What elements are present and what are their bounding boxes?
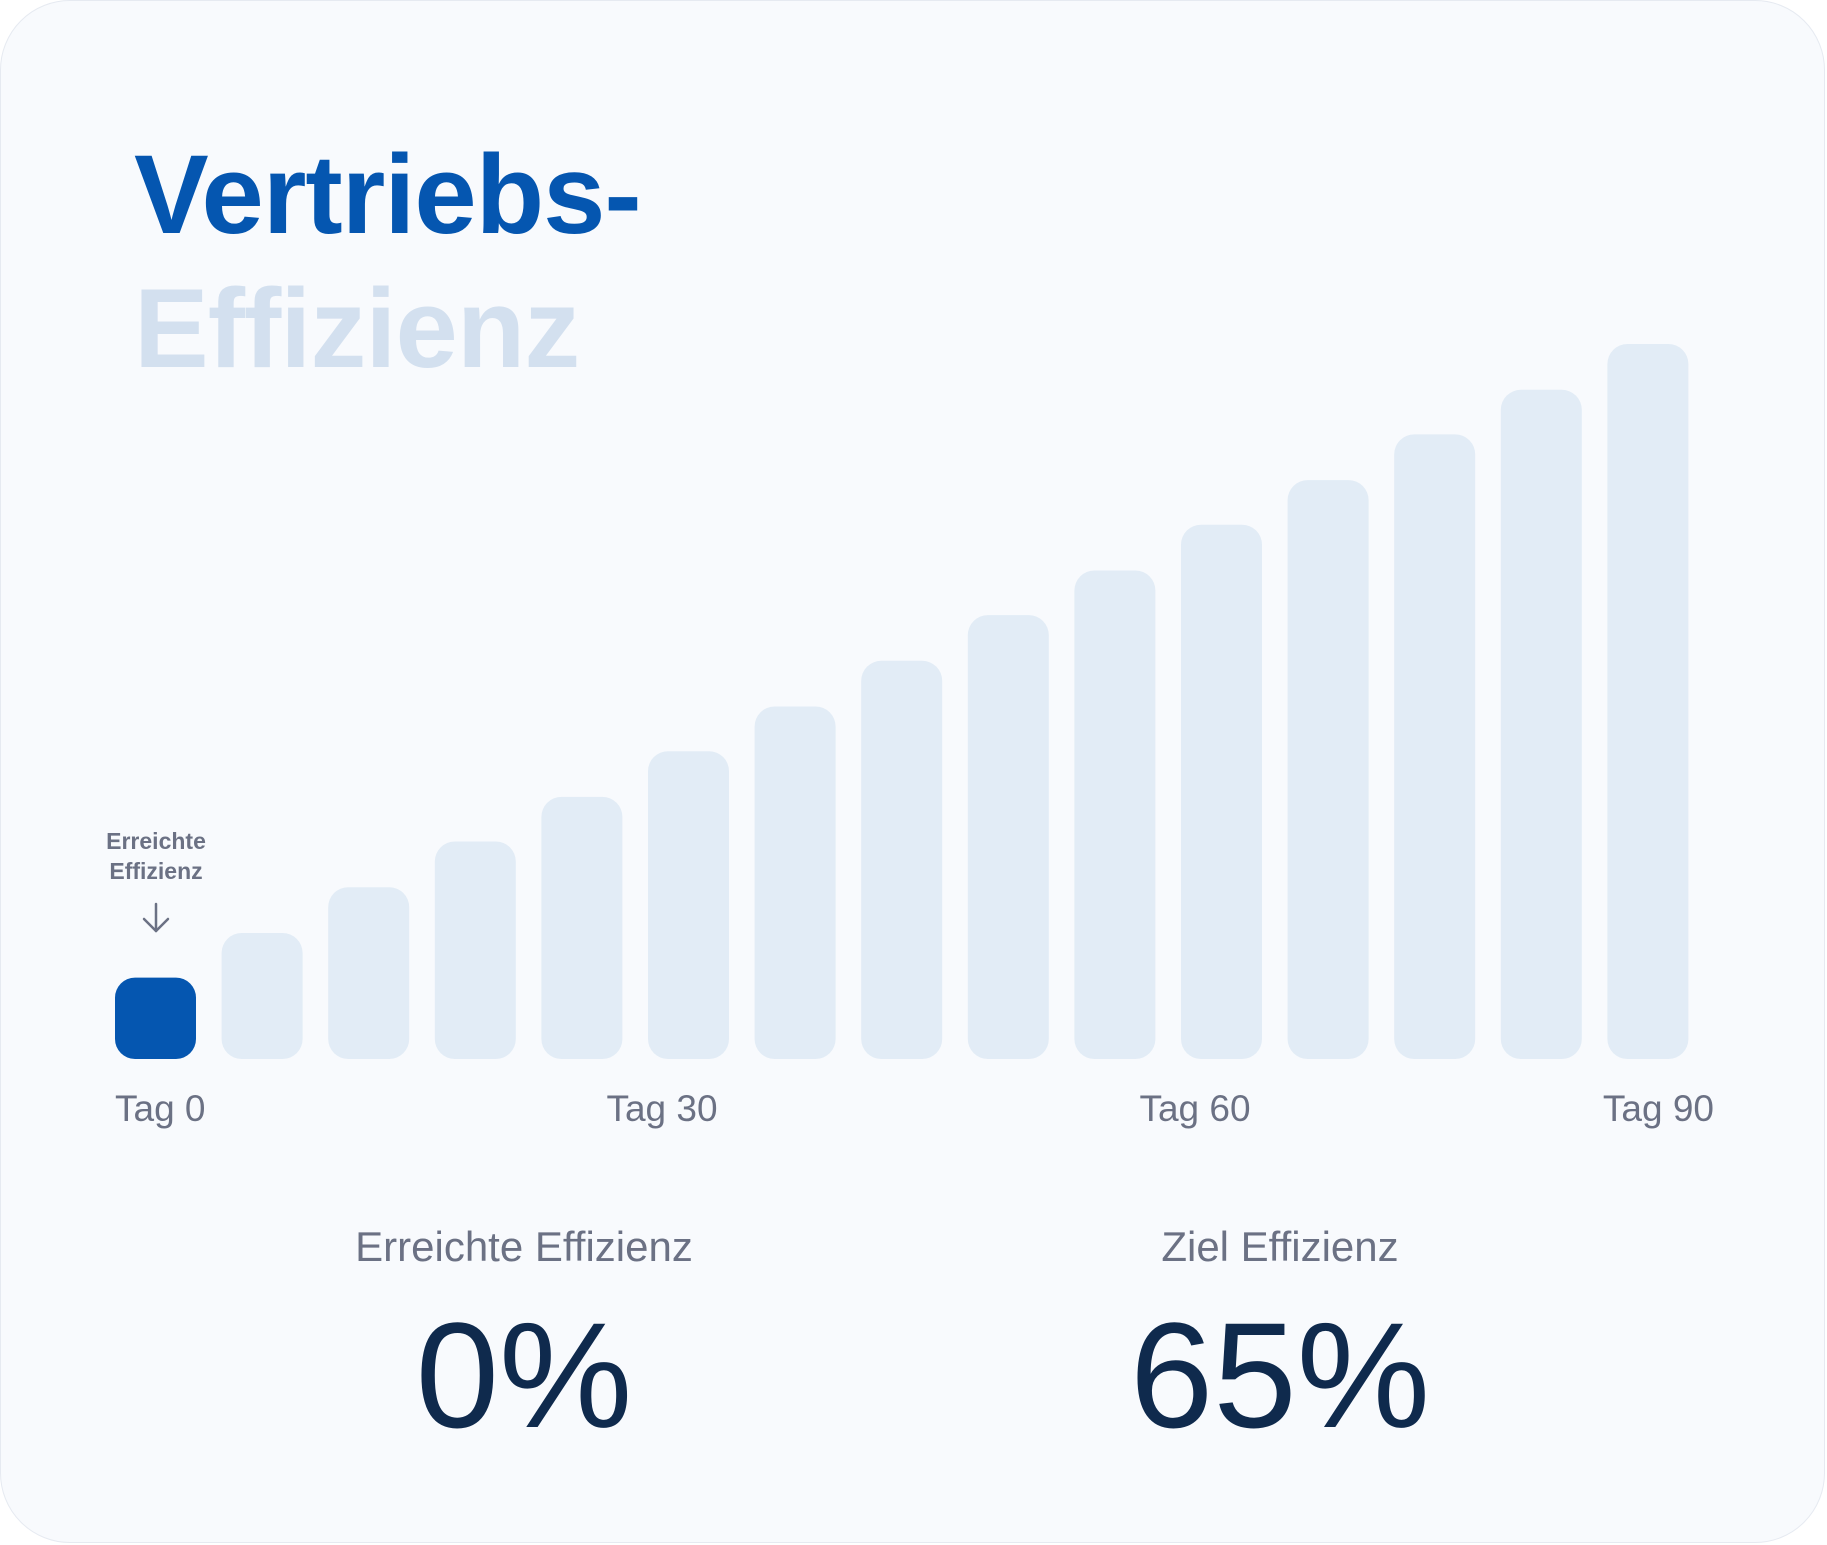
title-line-1: Vertriebs- [134, 132, 642, 257]
bar-7 [861, 660, 943, 1059]
x-tick-label: Tag 30 [606, 1088, 717, 1129]
bar-11 [1287, 480, 1369, 1060]
bar-10 [1181, 524, 1262, 1059]
arrow-down-icon [142, 902, 170, 933]
bar-4 [541, 796, 623, 1059]
bar-5 [648, 751, 729, 1059]
bar-current [115, 977, 196, 1059]
bars-group [115, 344, 1689, 1060]
efficiency-bar-chart: Erreichte Effizienz Tag 0 Tag 30 Tag 60 Tag… [106, 344, 1714, 1129]
bar-6 [754, 706, 836, 1059]
achieved-label: Erreichte Effizienz [355, 1223, 693, 1270]
bar-9 [1074, 570, 1156, 1059]
marker-label-line-2: Effizienz [109, 858, 202, 884]
x-tick-label: Tag 60 [1139, 1088, 1250, 1129]
achieved-value: 0% [415, 1291, 633, 1459]
bar-14 [1607, 344, 1689, 1059]
marker-label-line-1: Erreichte [106, 828, 206, 854]
achieved-marker: Erreichte Effizienz [106, 828, 206, 933]
bar-2 [328, 887, 410, 1059]
target-stat: Ziel Effizienz 65% [930, 1223, 1630, 1459]
bar-1 [221, 933, 303, 1059]
x-axis-ticks: Tag 0 Tag 30 Tag 60 Tag 90 [115, 1088, 1714, 1129]
bar-3 [434, 841, 516, 1059]
bar-13 [1500, 389, 1582, 1059]
target-value: 65% [1129, 1291, 1431, 1459]
x-tick-label: Tag 90 [1603, 1088, 1714, 1129]
x-tick-label: Tag 0 [115, 1088, 206, 1129]
target-label: Ziel Effizienz [1161, 1223, 1399, 1270]
achieved-stat: Erreichte Effizienz 0% [174, 1223, 874, 1459]
bar-12 [1394, 434, 1476, 1059]
bar-8 [967, 615, 1049, 1059]
title-line-2: Effizienz [134, 266, 580, 391]
